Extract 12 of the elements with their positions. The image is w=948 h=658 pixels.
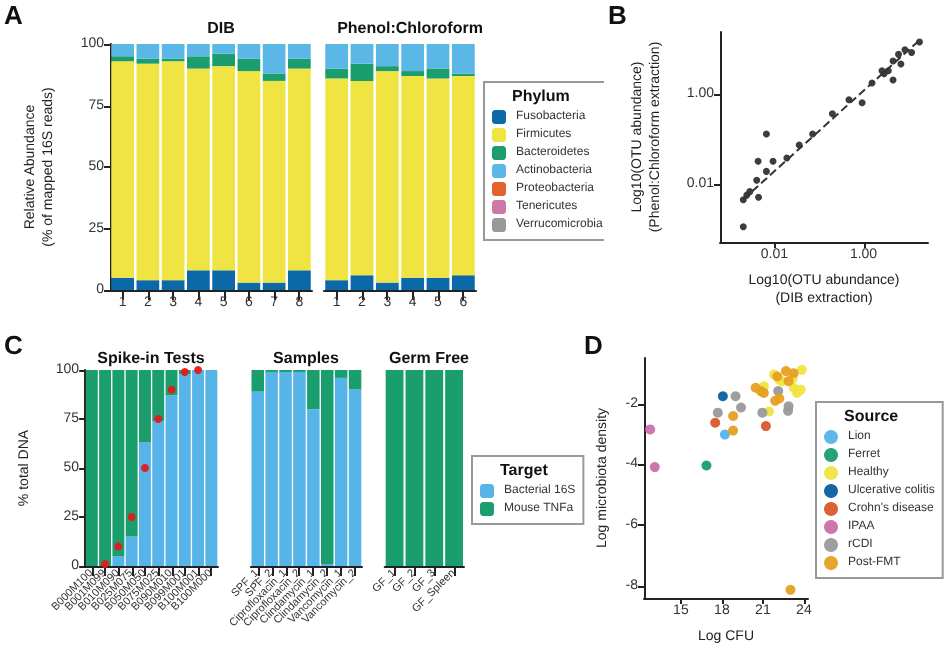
- chart-title: DIB: [207, 19, 236, 37]
- legend-title: Phylum: [512, 87, 570, 105]
- legend-title: Target: [500, 461, 549, 479]
- text: C: [4, 330, 24, 360]
- chart-title: Samples: [273, 349, 341, 367]
- chart-title: Phenol:Chloroform: [337, 19, 483, 37]
- chart-title: Germ Free: [388, 349, 471, 367]
- text: D: [584, 330, 603, 360]
- chart-title: Spike-in Tests: [97, 349, 206, 367]
- text: B: [608, 0, 627, 30]
- text: A: [4, 0, 24, 30]
- legend-title: Source: [844, 407, 900, 425]
